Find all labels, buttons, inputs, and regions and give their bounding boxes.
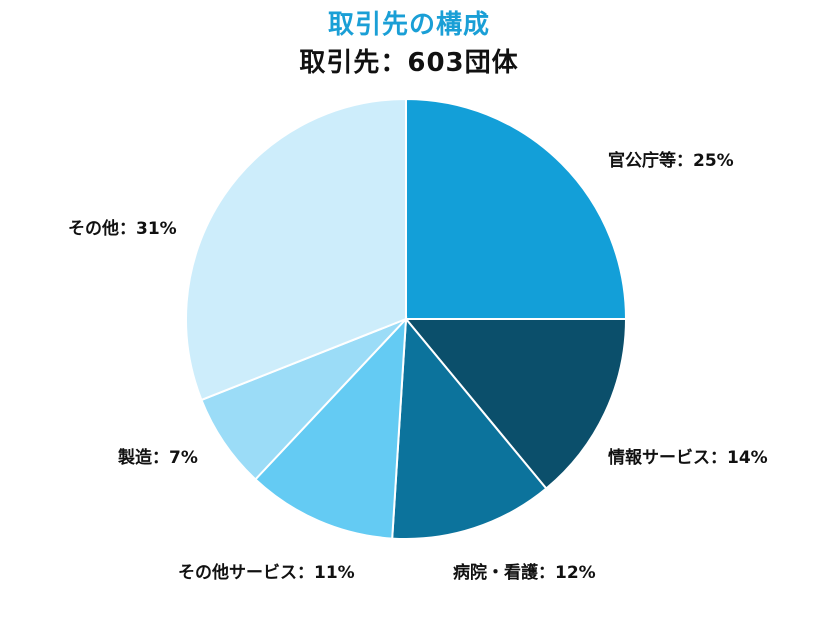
pie-slice-public-office [405, 97, 628, 320]
slice-label-other: その他：31% [68, 218, 177, 239]
pie-slice-info-service [403, 318, 628, 490]
slice-label-other-service: その他サービス：11% [178, 562, 355, 583]
chart-title: 取引先の構成 [327, 10, 490, 40]
slice-label-public-office: 官公庁等：25% [608, 150, 734, 171]
slice-label-info-service: 情報サービス：14% [608, 447, 768, 468]
slice-label-hospital-nursing: 病院・看護：12% [453, 562, 596, 583]
chart-subtitle: 取引先：603団体 [299, 48, 519, 78]
pie-slice-other-service [253, 316, 408, 540]
pie-slice-other [185, 97, 407, 402]
pie-slice-hospital-nursing [391, 316, 548, 540]
slice-label-manufacturing: 製造：7% [117, 447, 198, 468]
